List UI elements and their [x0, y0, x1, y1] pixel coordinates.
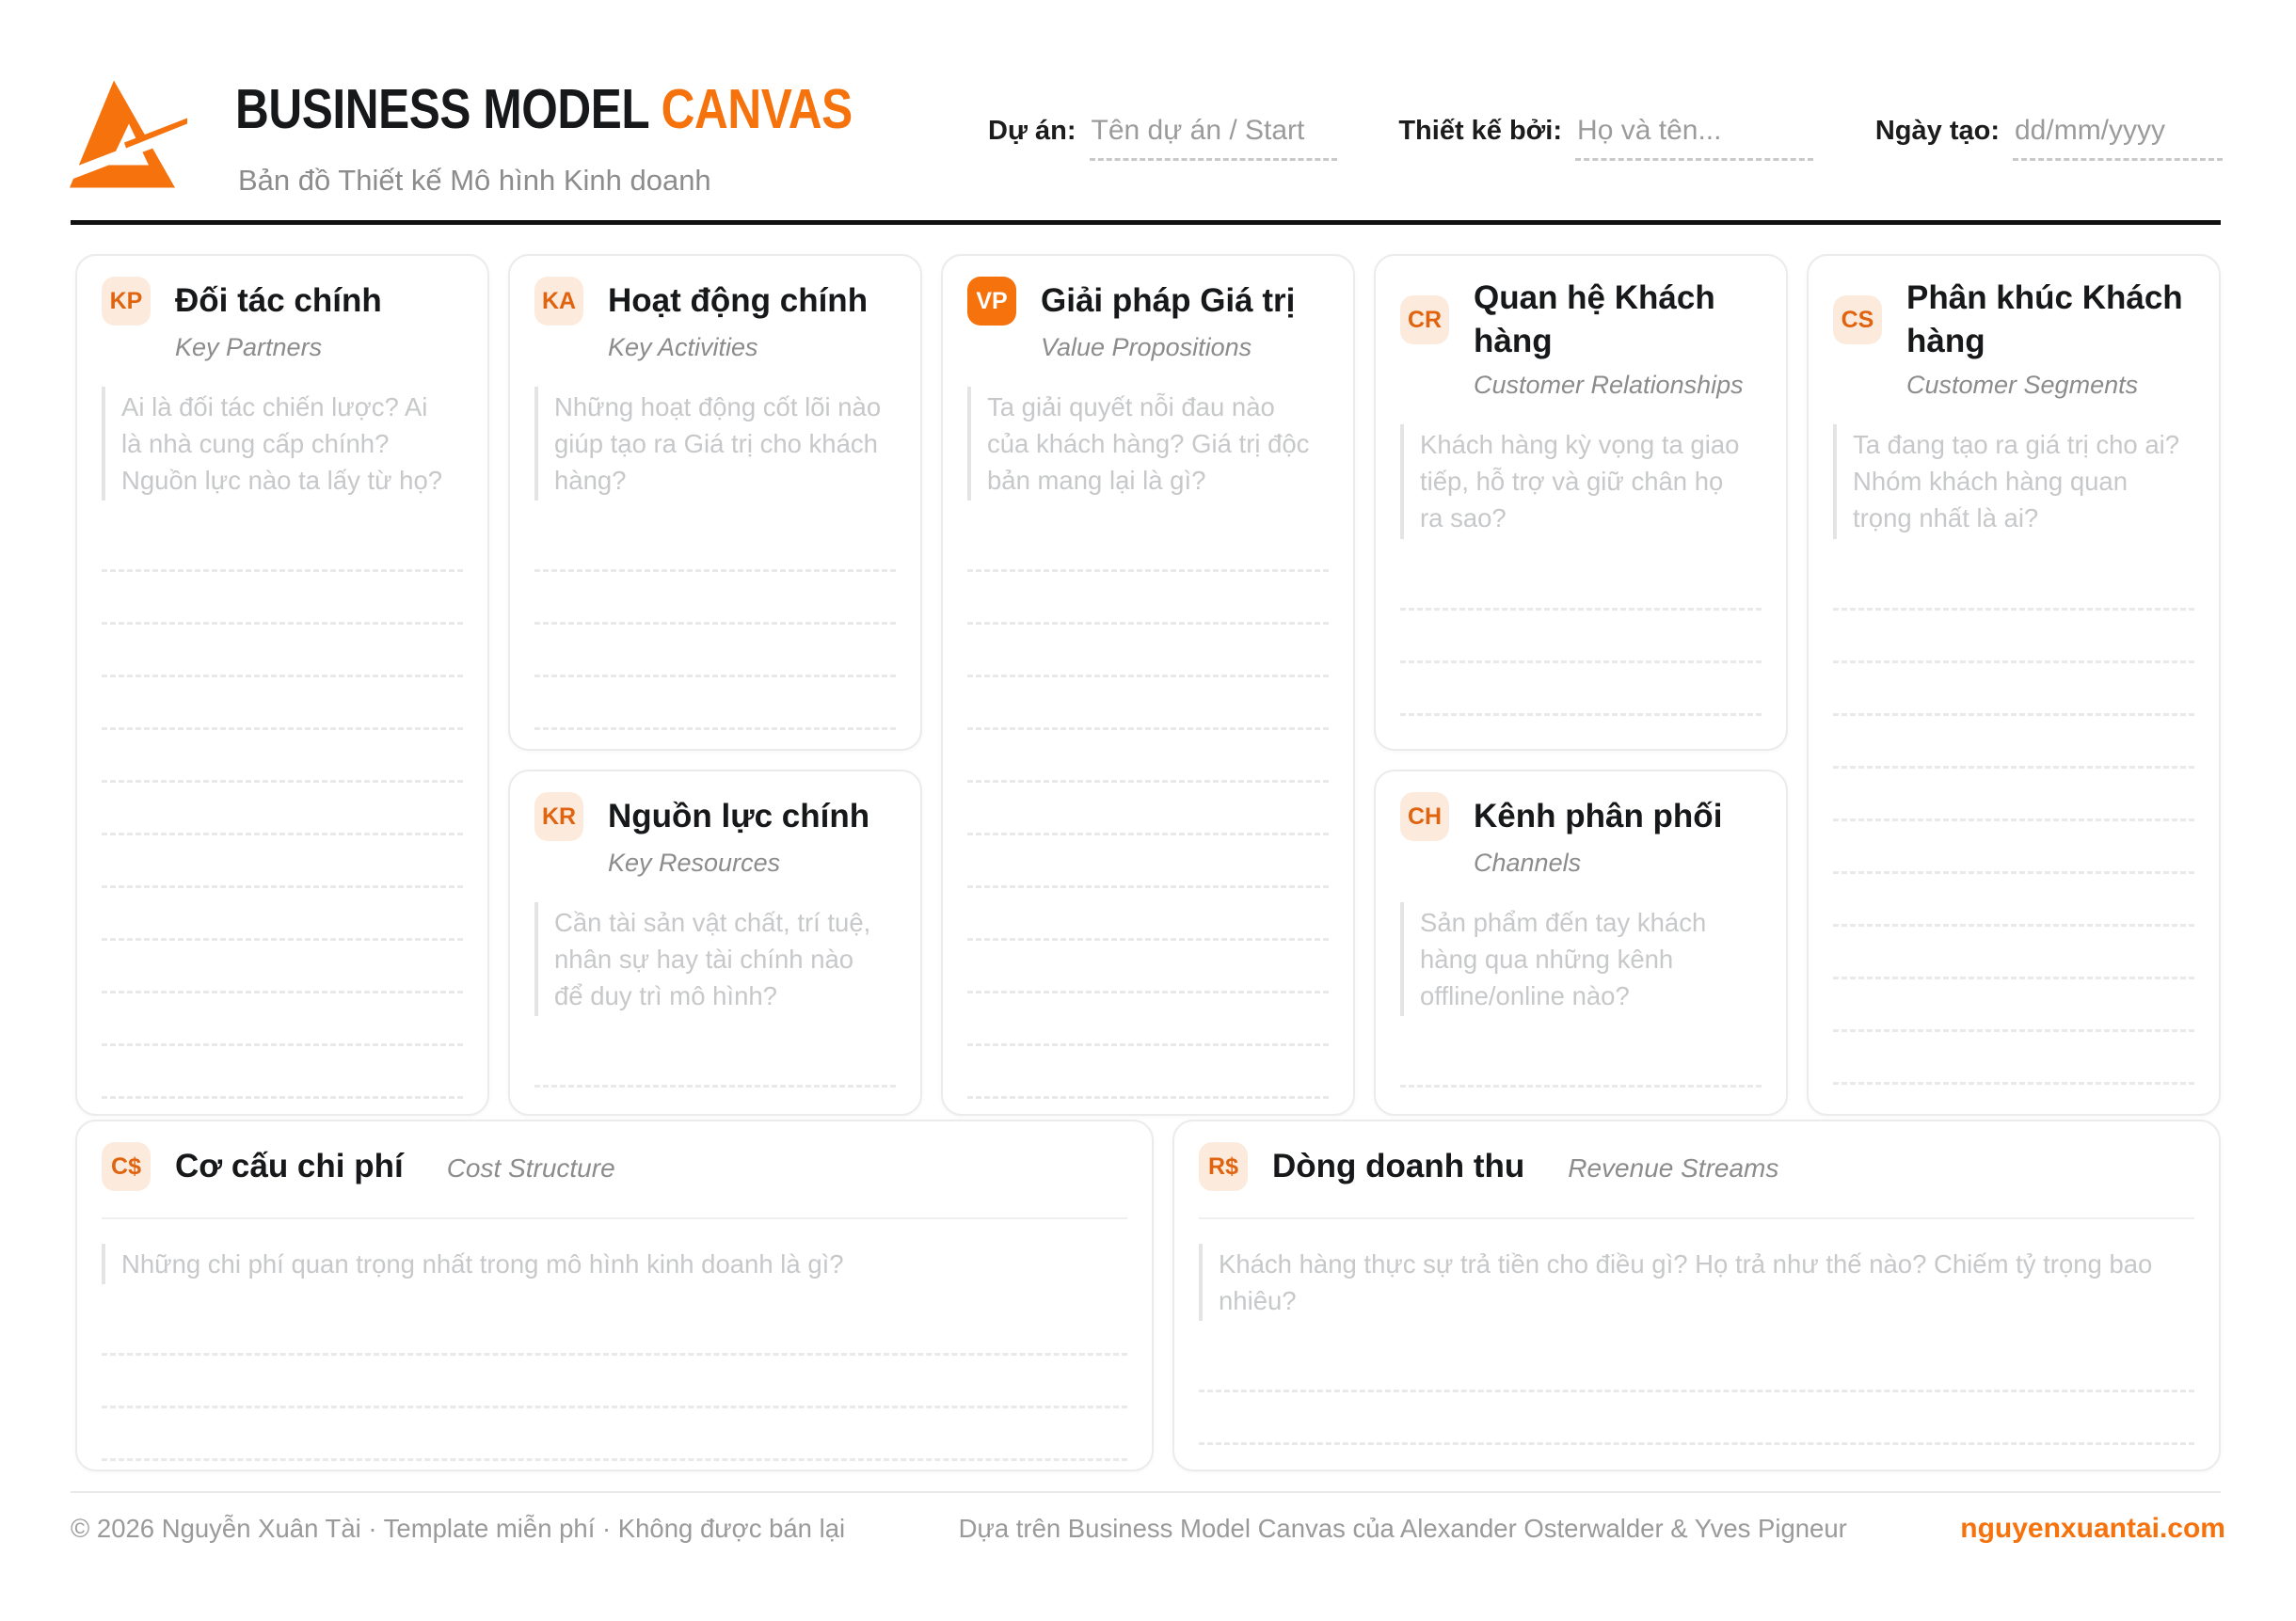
- page-subtitle: Bản đồ Thiết kế Mô hình Kinh doanh: [238, 164, 711, 197]
- kr-badge: KR: [534, 792, 583, 841]
- footer-divider: [71, 1491, 2221, 1493]
- block-key-activities: KA Hoạt động chính Key Activities Những …: [508, 254, 922, 751]
- ch-badge: CH: [1400, 792, 1449, 841]
- kp-title: Đối tác chính: [175, 281, 382, 319]
- ch-title: Kênh phân phối: [1474, 797, 1723, 834]
- date-field: Ngày tạo: dd/mm/yyyy: [1875, 115, 2223, 161]
- kp-badge: KP: [102, 277, 151, 326]
- cost-title: Cơ cấu chi phí: [175, 1147, 404, 1184]
- page-title-black: BUSINESS MODEL: [235, 78, 649, 140]
- ka-write-lines[interactable]: [534, 519, 896, 749]
- cost-hint: Những chi phí quan trọng nhất trong mô h…: [102, 1244, 1127, 1285]
- block-channels: CH Kênh phân phối Channels Sản phẩm đến …: [1374, 770, 1788, 1116]
- cr-subtitle: Customer Relationships: [1474, 371, 1744, 400]
- footer-website-link[interactable]: nguyenxuantai.com: [1960, 1513, 2225, 1544]
- kr-write-lines[interactable]: [534, 1035, 896, 1114]
- block-customer-segments: CS Phân khúc Khách hàng Customer Segment…: [1807, 254, 2221, 1116]
- cr-badge: CR: [1400, 295, 1449, 345]
- date-input[interactable]: dd/mm/yyyy: [2013, 115, 2223, 161]
- block-header: KR Nguồn lực chính: [534, 792, 896, 841]
- vp-hint: Ta giải quyết nỗi đau nào của khách hàng…: [967, 387, 1329, 501]
- project-input[interactable]: Tên dự án / Start: [1089, 115, 1337, 161]
- kr-title: Nguồn lực chính: [608, 797, 870, 834]
- cs-title: Phân khúc Khách hàng: [1906, 279, 2183, 360]
- ka-badge: KA: [534, 277, 583, 326]
- rev-write-lines[interactable]: [1199, 1340, 2194, 1446]
- footer: © 2026 Nguyễn Xuân Tài · Template miễn p…: [71, 1513, 2225, 1545]
- kr-hint: Cần tài sản vật chất, trí tuệ, nhân sự h…: [534, 902, 896, 1017]
- block-header: C$ Cơ cấu chi phí Cost Structure: [102, 1142, 1127, 1191]
- kp-write-lines[interactable]: [102, 519, 463, 1114]
- footer-copyright: © 2026 Nguyễn Xuân Tài · Template miễn p…: [71, 1514, 846, 1543]
- page-title: BUSINESS MODEL CANVAS: [235, 77, 970, 141]
- block-header: CR Quan hệ Khách hàng: [1400, 277, 1762, 363]
- block-header: R$ Dòng doanh thu Revenue Streams: [1199, 1142, 2194, 1191]
- rev-divider: [1199, 1217, 2194, 1219]
- block-key-partners: KP Đối tác chính Key Partners Ai là đối …: [75, 254, 489, 1116]
- ch-write-lines[interactable]: [1400, 1035, 1762, 1114]
- block-key-resources: KR Nguồn lực chính Key Resources Cần tài…: [508, 770, 922, 1116]
- header-divider: [71, 220, 2221, 225]
- project-label: Dự án:: [988, 116, 1076, 146]
- brand-logo-triangle-icon: [68, 80, 187, 188]
- rev-hint: Khách hàng thực sự trả tiền cho điều gì?…: [1199, 1244, 2194, 1322]
- block-header: VP Giải pháp Giá trị: [967, 277, 1329, 326]
- cr-write-lines[interactable]: [1400, 558, 1762, 716]
- kp-subtitle: Key Partners: [175, 333, 323, 361]
- block-header: KP Đối tác chính: [102, 277, 463, 326]
- block-header: CH Kênh phân phối: [1400, 792, 1762, 841]
- cs-write-lines[interactable]: [1833, 558, 2194, 1114]
- date-label: Ngày tạo:: [1874, 116, 2000, 146]
- page-title-orange: CANVAS: [661, 78, 853, 140]
- rev-badge: R$: [1199, 1142, 1248, 1191]
- vp-title: Giải pháp Giá trị: [1041, 281, 1296, 319]
- cost-subtitle: Cost Structure: [446, 1153, 615, 1183]
- cs-badge: CS: [1833, 295, 1882, 345]
- block-customer-relationships: CR Quan hệ Khách hàng Customer Relations…: [1374, 254, 1788, 751]
- designer-input[interactable]: Họ và tên...: [1575, 115, 1814, 161]
- cost-write-lines[interactable]: [102, 1303, 1127, 1462]
- designer-field: Thiết kế bởi: Họ và tên...: [1398, 115, 1814, 161]
- block-revenue-streams: R$ Dòng doanh thu Revenue Streams Khách …: [1172, 1120, 2221, 1471]
- vp-write-lines[interactable]: [967, 519, 1329, 1114]
- block-header: CS Phân khúc Khách hàng: [1833, 277, 2194, 363]
- cr-title: Quan hệ Khách hàng: [1474, 279, 1715, 360]
- header-fields: Dự án: Tên dự án / Start Thiết kế bởi: H…: [988, 115, 2223, 161]
- rev-title: Dòng doanh thu: [1272, 1147, 1525, 1184]
- vp-subtitle: Value Propositions: [1041, 333, 1252, 361]
- ch-subtitle: Channels: [1474, 849, 1582, 877]
- ka-subtitle: Key Activities: [608, 333, 758, 361]
- kp-hint: Ai là đối tác chiến lược? Ai là nhà cung…: [102, 387, 463, 501]
- rev-subtitle: Revenue Streams: [1568, 1153, 1779, 1183]
- ch-hint: Sản phẩm đến tay khách hàng qua những kê…: [1400, 902, 1762, 1017]
- cs-hint: Ta đang tạo ra giá trị cho ai? Nhóm khác…: [1833, 424, 2194, 539]
- cs-subtitle: Customer Segments: [1906, 371, 2139, 400]
- cr-hint: Khách hàng kỳ vọng ta giao tiếp, hỗ trợ …: [1400, 424, 1762, 539]
- designer-label: Thiết kế bởi:: [1398, 116, 1563, 146]
- footer-attribution: Dựa trên Business Model Canvas của Alexa…: [958, 1514, 1847, 1543]
- block-header: KA Hoạt động chính: [534, 277, 896, 326]
- vp-badge: VP: [967, 277, 1016, 326]
- project-field: Dự án: Tên dự án / Start: [988, 115, 1337, 161]
- cost-badge: C$: [102, 1142, 151, 1191]
- ka-title: Hoạt động chính: [608, 281, 869, 319]
- cost-divider: [102, 1217, 1127, 1219]
- block-value-propositions: VP Giải pháp Giá trị Value Propositions …: [941, 254, 1355, 1116]
- block-cost-structure: C$ Cơ cấu chi phí Cost Structure Những c…: [75, 1120, 1154, 1471]
- kr-subtitle: Key Resources: [608, 849, 781, 877]
- ka-hint: Những hoạt động cốt lõi nào giúp tạo ra …: [534, 387, 896, 501]
